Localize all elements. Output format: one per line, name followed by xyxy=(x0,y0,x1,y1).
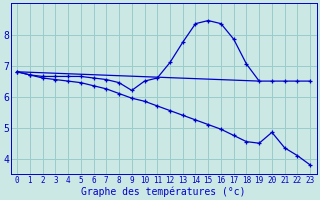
X-axis label: Graphe des températures (°c): Graphe des températures (°c) xyxy=(81,186,246,197)
